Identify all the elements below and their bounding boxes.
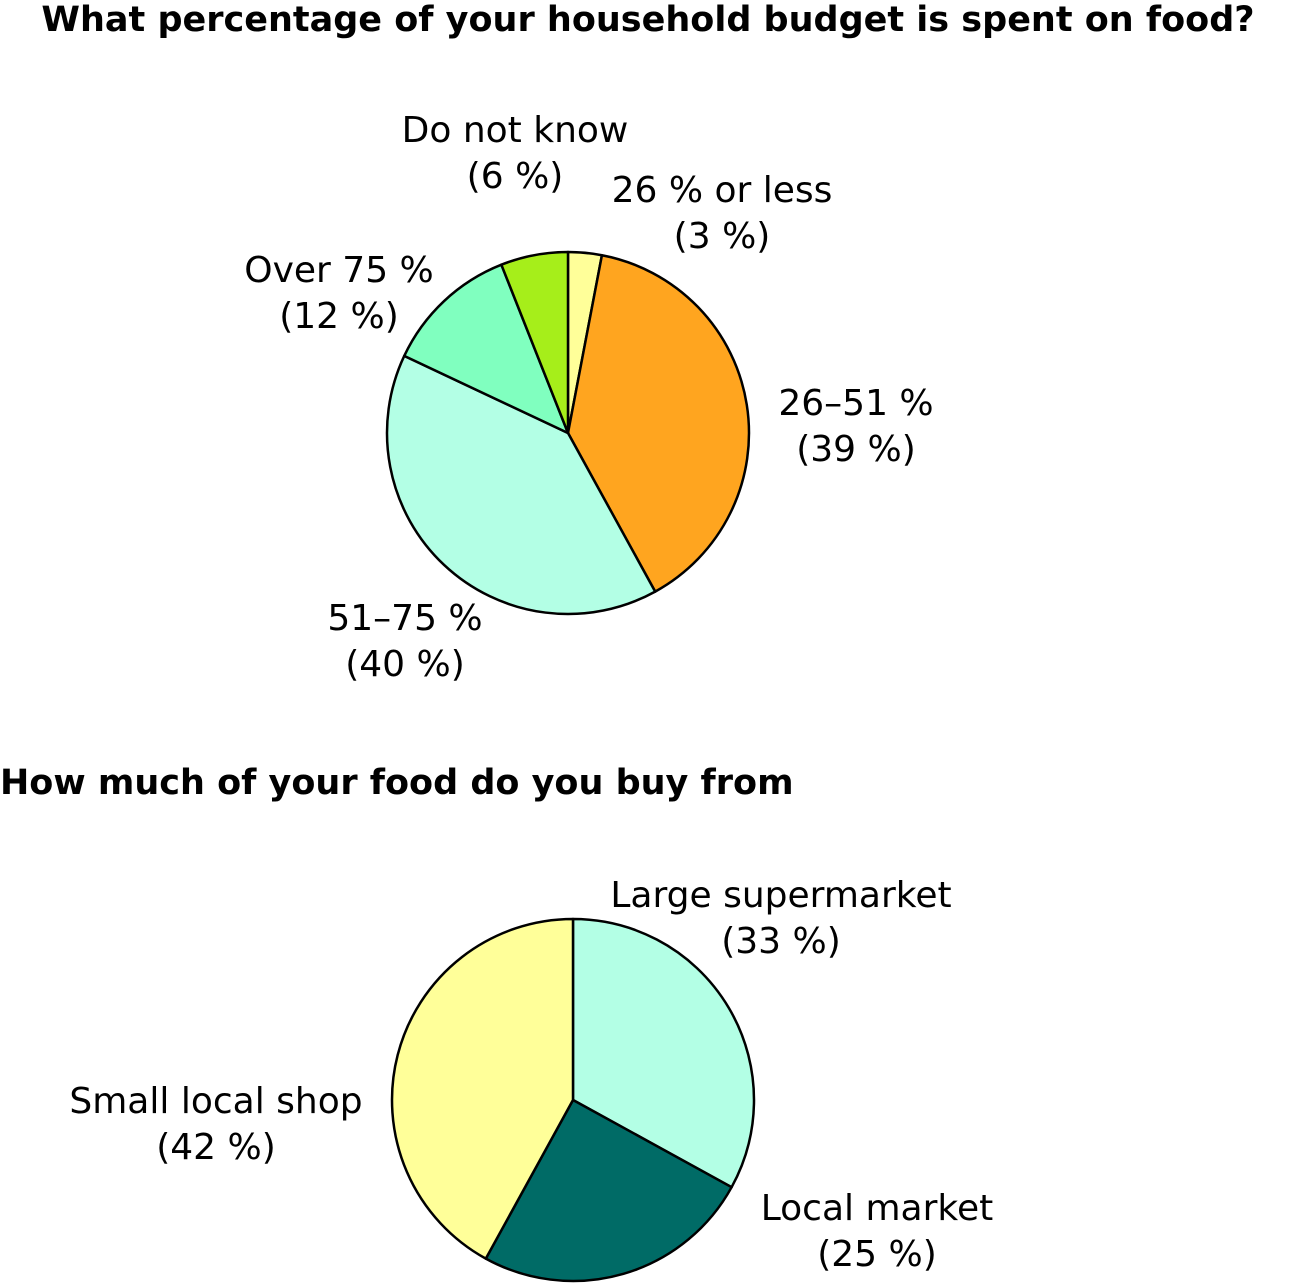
slice-label-name: Local market [761,1188,994,1229]
slice-label-26-or-less: 26 % or less (3 %) [612,170,833,257]
slice-label-name: Small local shop [69,1081,362,1122]
pie-slice-26-51 [566,253,751,593]
budget-pie-labels: 26 % or less (3 %) 26–51 % (39 %) 51–75 % (40… [244,110,933,685]
slice-label-over-75: Over 75 % (12 %) [244,250,434,337]
slice-label-51-75: 51–75 % (40 %) [327,598,482,685]
slice-label-name: Do not know [402,110,629,151]
slice-label-do-not-know: Do not know (6 %) [402,110,629,197]
slice-label-name: 26–51 % [778,383,933,424]
budget-pie-slices [385,250,751,616]
slice-label-large-supermarket: Large supermarket (33 %) [610,875,951,962]
slice-label-name: Large supermarket [610,875,951,916]
food-source-chart-title: How much of your food do you buy from [0,763,794,803]
slice-label-name: Over 75 % [244,250,434,291]
slice-label-26-51: 26–51 % (39 %) [778,383,933,470]
pie-slice-large-supermarket [571,917,756,1189]
pie-slice-do-not-know [500,250,570,435]
slice-label-value: (33 %) [721,921,841,962]
pie-slice-51-75 [385,354,657,616]
budget-chart-title: What percentage of your household budget… [41,0,1254,40]
food-source-pie-slices [390,917,756,1283]
pie-slice-small-local-shop [390,917,575,1260]
slice-label-name: 51–75 % [327,598,482,639]
pie-slice-local-market [484,1098,733,1283]
pie-slice-over-75 [402,263,570,435]
slice-label-small-local-shop: Small local shop (42 %) [69,1081,362,1168]
slice-label-local-market: Local market (25 %) [761,1188,994,1275]
slice-label-name: 26 % or less [612,170,833,211]
slice-label-value: (25 %) [817,1234,937,1275]
slice-label-value: (42 %) [156,1127,276,1168]
food-source-pie-chart: How much of your food do you buy from La… [0,763,993,1283]
slice-label-value: (39 %) [796,429,916,470]
slice-label-value: (40 %) [345,644,465,685]
slice-label-value: (3 %) [674,216,771,257]
budget-pie-chart: What percentage of your household budget… [41,0,1254,685]
food-source-pie-labels: Large supermarket (33 %) Local market (25 %… [69,875,993,1275]
slice-label-value: (12 %) [279,296,399,337]
slice-label-value: (6 %) [467,156,564,197]
